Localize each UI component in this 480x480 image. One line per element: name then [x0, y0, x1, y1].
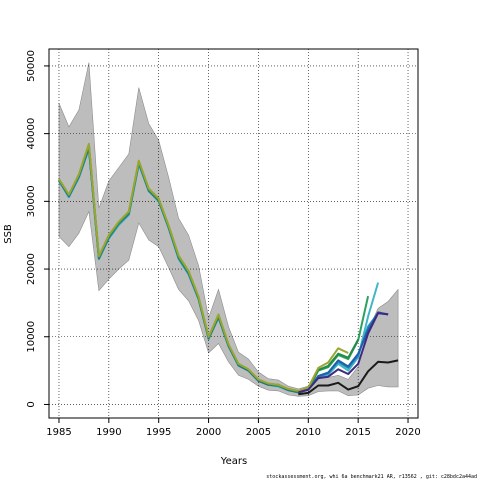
x-tick-label: 1995 [146, 427, 171, 438]
axis-layer: 1985 1990 1995 2000 2005 2010 2015 2020 0 10000 20… [26, 50, 421, 438]
x-tick-label: 2010 [296, 427, 321, 438]
x-tick-label: 1985 [46, 427, 71, 438]
x-tick-label: 2005 [246, 427, 271, 438]
x-tick-label: 1990 [96, 427, 121, 438]
y-tick-label: 50000 [26, 50, 37, 82]
confidence-band-layer [58, 62, 399, 397]
x-tick-label: 2015 [345, 427, 370, 438]
series-layer [58, 142, 399, 396]
y-axis-title: SSB [3, 224, 14, 244]
series-line [298, 359, 399, 396]
x-tick-label: 2020 [395, 427, 420, 438]
y-tick-label: 40000 [26, 118, 37, 150]
y-tick-label: 10000 [26, 321, 37, 353]
x-axis-title: Years [220, 456, 247, 467]
plot-frame [48, 48, 419, 419]
y-tick-label: 0 [26, 401, 37, 407]
series-line [298, 312, 389, 394]
x-tick-label: 2000 [196, 427, 221, 438]
series-line [58, 142, 349, 392]
confidence-band [58, 62, 399, 397]
y-tick-label: 30000 [26, 185, 37, 217]
footer-credit: stockassessment.org, whi 6a benchmark21 … [266, 474, 477, 480]
y-tick-label: 20000 [26, 253, 37, 285]
